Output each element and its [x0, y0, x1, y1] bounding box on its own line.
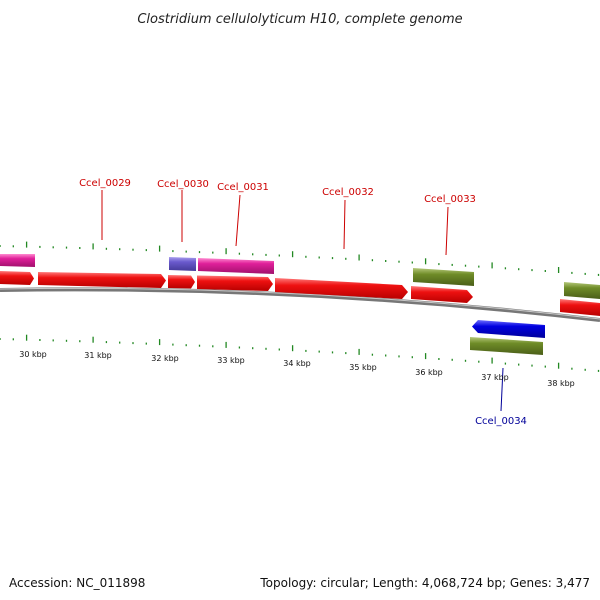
kbp-label-38: 38 kbp [547, 379, 575, 388]
cds-ccel-0029 [38, 272, 166, 288]
leader-ccel-0034 [500, 367, 504, 412]
feature-ccel-0030 [169, 257, 196, 271]
kbp-label-32: 32 kbp [151, 354, 179, 363]
kbp-label-34: 34 kbp [283, 359, 311, 368]
gene-label-ccel-0033[interactable]: Ccel_0033 [424, 194, 476, 205]
kbp-label-31: 31 kbp [84, 351, 112, 360]
kbp-label-33: 33 kbp [217, 356, 245, 365]
kbp-label-30: 30 kbp [19, 350, 47, 359]
feature-olive-right [564, 282, 600, 299]
gene-label-ccel-0031[interactable]: Ccel_0031 [217, 182, 269, 193]
feature-ccel-0033 [413, 268, 474, 286]
cds-ccel-0032 [275, 278, 408, 299]
accession-text: Accession: NC_011898 [9, 576, 145, 590]
cds-ccel-0030 [168, 275, 195, 289]
forward-strand-ticks [0, 241, 600, 276]
cds-arrow-right [560, 299, 600, 316]
kbp-label-37: 37 kbp [481, 373, 509, 382]
gene-label-ccel-0030[interactable]: Ccel_0030 [157, 179, 209, 190]
kbp-label-36: 36 kbp [415, 368, 443, 377]
gene-label-ccel-0032[interactable]: Ccel_0032 [322, 187, 374, 198]
map-title: Clostridium cellulolyticum H10, complete… [137, 12, 462, 27]
genome-backbone [0, 287, 600, 322]
kbp-label-35: 35 kbp [349, 363, 377, 372]
genome-backbone-highlight [0, 287, 600, 320]
cds-ccel-0033 [411, 286, 473, 303]
genome-summary-text: Topology: circular; Length: 4,068,724 bp… [259, 576, 590, 590]
reverse-strand-ticks [0, 334, 600, 372]
cds-arrow-left [0, 271, 34, 285]
leader-ccel-0033 [445, 206, 449, 256]
leader-ccel-0031 [235, 194, 241, 247]
gene-label-ccel-0029[interactable]: Ccel_0029 [79, 178, 131, 189]
feature-pink-left [0, 254, 35, 267]
feature-olive-reverse [470, 337, 543, 355]
cds-ccel-0034 [472, 320, 545, 338]
leader-ccel-0032 [343, 199, 346, 250]
gene-label-ccel-0034[interactable]: Ccel_0034 [475, 416, 527, 427]
cds-ccel-0031 [197, 275, 273, 291]
feature-ccel-0031 [198, 258, 274, 274]
